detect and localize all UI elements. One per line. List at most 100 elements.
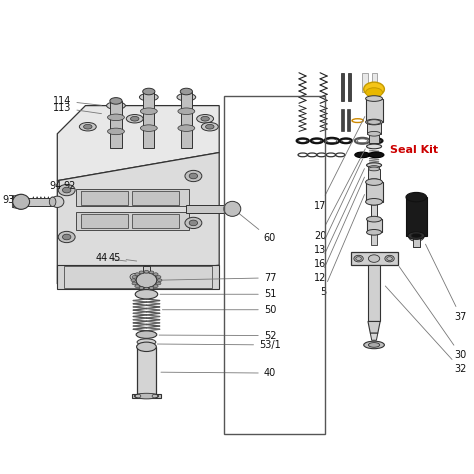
Ellipse shape xyxy=(139,93,158,101)
Bar xyxy=(365,99,383,122)
Bar xyxy=(372,73,377,91)
Ellipse shape xyxy=(139,287,144,290)
Ellipse shape xyxy=(108,128,124,135)
Bar xyxy=(81,214,128,228)
Text: 45: 45 xyxy=(108,253,137,263)
Ellipse shape xyxy=(365,96,383,101)
Ellipse shape xyxy=(365,199,383,205)
Ellipse shape xyxy=(368,255,380,262)
Ellipse shape xyxy=(79,122,96,131)
Ellipse shape xyxy=(136,273,157,288)
Bar xyxy=(367,111,372,127)
Text: 13: 13 xyxy=(314,159,363,255)
Bar xyxy=(181,91,192,148)
Ellipse shape xyxy=(58,184,75,196)
Bar xyxy=(76,189,189,207)
Text: 51: 51 xyxy=(160,289,276,299)
Ellipse shape xyxy=(367,131,381,136)
Bar xyxy=(368,169,380,181)
Text: 5: 5 xyxy=(320,194,365,297)
Ellipse shape xyxy=(368,201,380,205)
Bar xyxy=(375,111,380,127)
Ellipse shape xyxy=(144,287,149,290)
Ellipse shape xyxy=(110,98,122,104)
Ellipse shape xyxy=(364,341,384,349)
Bar xyxy=(143,288,150,290)
Ellipse shape xyxy=(149,271,154,274)
Bar xyxy=(57,265,219,289)
Ellipse shape xyxy=(369,152,384,158)
Text: 52: 52 xyxy=(159,330,276,340)
Ellipse shape xyxy=(135,290,158,299)
Ellipse shape xyxy=(132,282,137,285)
Text: 77: 77 xyxy=(162,273,276,283)
Ellipse shape xyxy=(156,282,161,285)
Bar xyxy=(341,109,344,131)
Ellipse shape xyxy=(368,343,380,347)
Text: 30: 30 xyxy=(399,266,467,360)
Ellipse shape xyxy=(154,285,158,288)
Ellipse shape xyxy=(132,275,137,278)
Text: 12: 12 xyxy=(314,177,365,283)
Bar xyxy=(143,91,155,148)
Ellipse shape xyxy=(366,163,382,167)
Ellipse shape xyxy=(156,275,161,278)
Text: 44: 44 xyxy=(95,253,127,263)
Ellipse shape xyxy=(135,273,139,275)
Bar xyxy=(81,191,128,205)
Bar xyxy=(132,214,179,228)
Ellipse shape xyxy=(365,88,383,97)
Ellipse shape xyxy=(228,204,239,213)
Bar xyxy=(186,205,233,213)
Ellipse shape xyxy=(408,232,425,239)
Text: 94: 94 xyxy=(50,182,69,192)
Ellipse shape xyxy=(201,122,218,131)
Ellipse shape xyxy=(107,102,125,109)
Bar xyxy=(341,73,344,101)
Ellipse shape xyxy=(140,108,157,115)
Ellipse shape xyxy=(364,82,384,96)
Ellipse shape xyxy=(137,342,156,352)
Bar xyxy=(132,191,179,205)
Ellipse shape xyxy=(63,187,71,193)
Ellipse shape xyxy=(366,216,382,222)
Ellipse shape xyxy=(406,192,427,202)
Bar xyxy=(76,212,189,230)
Ellipse shape xyxy=(178,125,195,131)
Ellipse shape xyxy=(134,393,159,399)
Polygon shape xyxy=(368,321,380,333)
Ellipse shape xyxy=(365,119,383,125)
Ellipse shape xyxy=(140,125,157,131)
Bar xyxy=(132,394,161,399)
Bar xyxy=(413,237,419,247)
Bar xyxy=(351,252,398,265)
Ellipse shape xyxy=(136,331,157,338)
Ellipse shape xyxy=(137,339,156,346)
Bar xyxy=(348,73,351,101)
Ellipse shape xyxy=(108,114,124,120)
Ellipse shape xyxy=(189,220,198,226)
Bar xyxy=(224,96,325,434)
Text: 60: 60 xyxy=(236,210,276,244)
Polygon shape xyxy=(370,333,378,340)
Bar xyxy=(368,265,380,321)
Text: 53/1: 53/1 xyxy=(157,340,281,350)
Text: 16: 16 xyxy=(314,169,365,269)
Ellipse shape xyxy=(367,119,381,124)
Polygon shape xyxy=(57,153,219,284)
Ellipse shape xyxy=(368,179,380,182)
Text: 20: 20 xyxy=(314,149,365,241)
Ellipse shape xyxy=(157,279,162,282)
Text: 40: 40 xyxy=(161,368,276,378)
Ellipse shape xyxy=(365,179,383,185)
Bar xyxy=(365,182,383,202)
Bar xyxy=(64,266,212,288)
Text: 17: 17 xyxy=(314,117,365,210)
Ellipse shape xyxy=(13,194,29,210)
Ellipse shape xyxy=(189,173,198,179)
Bar xyxy=(143,265,150,273)
Ellipse shape xyxy=(368,167,380,171)
Ellipse shape xyxy=(149,287,154,290)
Text: 92: 92 xyxy=(64,182,82,192)
Ellipse shape xyxy=(354,255,363,262)
